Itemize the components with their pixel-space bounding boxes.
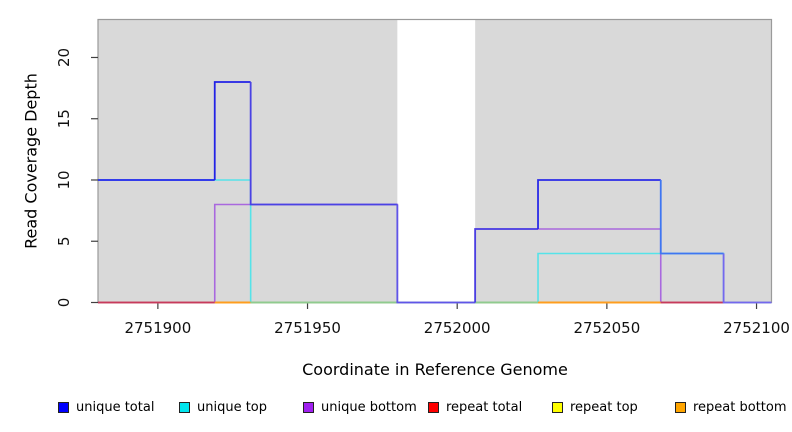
- legend-swatch-unique-total: [58, 402, 69, 413]
- series-unique-total: [213, 81, 251, 180]
- series-unique-total: [396, 204, 476, 304]
- coverage-gap-band: [397, 19, 476, 303]
- legend-item-repeat-total: repeat total: [428, 400, 522, 415]
- legend-swatch-unique-bottom: [303, 402, 314, 413]
- legend-swatch-unique-top: [179, 402, 190, 413]
- legend-item-unique-bottom: unique bottom: [303, 400, 417, 415]
- chart-legend: unique total unique top unique bottom repea…: [0, 400, 792, 418]
- series-unique-total: [722, 253, 772, 304]
- legend-label: unique total: [76, 400, 155, 415]
- y-tick-label: 5: [55, 236, 73, 246]
- legend-item-unique-total: unique total: [58, 400, 154, 415]
- x-tick-label: 2752050: [573, 319, 640, 337]
- legend-swatch-repeat-total: [428, 402, 439, 413]
- legend-label: repeat total: [446, 400, 523, 415]
- x-tick-label: 2752000: [424, 319, 491, 337]
- legend-label: unique bottom: [321, 400, 417, 415]
- series-unique-total: [249, 81, 398, 206]
- legend-item-unique-top: unique top: [179, 400, 267, 415]
- y-tick-label: 0: [55, 298, 73, 308]
- x-tick-label: 2751900: [124, 319, 191, 337]
- series-unique-total: [537, 179, 661, 229]
- y-axis-title: Read Coverage Depth: [21, 73, 41, 249]
- legend-swatch-repeat-bottom: [675, 402, 686, 413]
- legend-label: unique top: [197, 400, 268, 415]
- y-tick-label: 15: [55, 109, 73, 128]
- series-unique-total: [659, 179, 724, 255]
- legend-item-repeat-top: repeat top: [552, 400, 638, 415]
- legend-label: repeat bottom: [693, 400, 787, 415]
- series-unique-total: [474, 228, 539, 303]
- legend-swatch-repeat-top: [552, 402, 563, 413]
- x-axis-title: Coordinate in Reference Genome: [302, 360, 568, 379]
- y-tick-label: 20: [55, 48, 73, 67]
- legend-item-repeat-bottom: repeat bottom: [675, 400, 787, 415]
- x-tick-label: 2752100: [723, 319, 790, 337]
- legend-label: repeat top: [570, 400, 638, 415]
- y-tick-label: 10: [55, 170, 73, 189]
- x-tick-label: 2751950: [274, 319, 341, 337]
